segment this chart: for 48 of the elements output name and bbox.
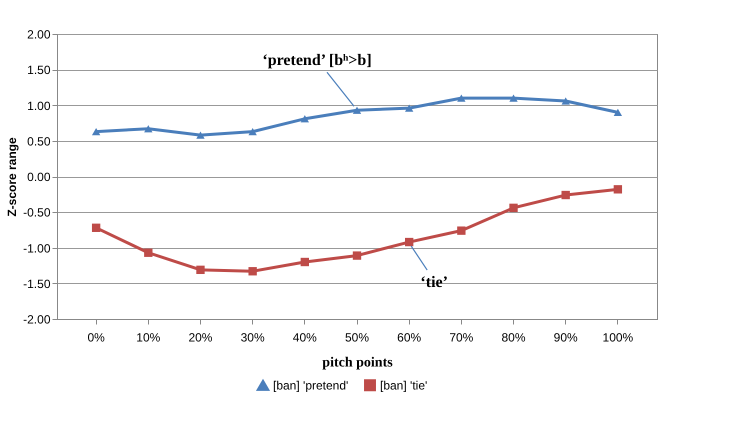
x-tick-label: 70% [449, 330, 474, 344]
point [457, 94, 466, 102]
point [457, 226, 466, 235]
point [144, 248, 152, 257]
x-tick-label: 80% [502, 330, 526, 344]
y-tick-label: -0.50 [23, 206, 51, 220]
annotation: ‘tie’ [420, 274, 448, 292]
x-axis-title: pitch points [322, 356, 394, 370]
point [404, 238, 414, 246]
point [562, 190, 570, 200]
x-tick-label: 0% [87, 330, 106, 344]
legend-label: [ban] 'tie' [380, 378, 428, 392]
point [248, 128, 257, 136]
point [92, 128, 100, 136]
y-tick-label: 0.50 [27, 134, 51, 148]
x-tick-label: 60% [397, 330, 422, 344]
y-tick-label: -1.50 [23, 276, 51, 291]
y-tick-label: -1.00 [23, 241, 51, 256]
x-tick-label: 100% [602, 330, 634, 344]
x-tick-label: 40% [292, 330, 318, 344]
point [509, 94, 518, 102]
annotation: ‘pretend’ [bʰ>b] [262, 52, 372, 70]
y-tick-label: 0.00 [27, 170, 51, 184]
point [509, 204, 518, 212]
point [144, 125, 152, 132]
y-tick-label: 1.50 [27, 63, 51, 78]
x-tick-label: 90% [554, 330, 578, 344]
point [196, 132, 205, 139]
point [196, 266, 205, 274]
point [300, 258, 310, 266]
point [404, 104, 414, 112]
point [248, 267, 257, 276]
point [92, 224, 100, 232]
y-tick-label: 2.00 [27, 28, 51, 42]
point [614, 108, 622, 116]
x-tick-label: 20% [188, 330, 213, 344]
x-tick-label: 10% [136, 330, 161, 344]
y-tick-label: 1.00 [27, 98, 51, 113]
point [614, 185, 622, 194]
x-tick-label: 30% [240, 330, 265, 344]
x-tick-label: 50% [344, 330, 370, 344]
point [352, 106, 362, 114]
point [352, 251, 362, 260]
point [562, 97, 570, 105]
legend-label: [ban] 'pretend' [273, 378, 348, 393]
y-tick-label: -2.00 [23, 312, 51, 326]
y-axis-title: Z-score range [5, 136, 20, 217]
point [300, 115, 310, 122]
